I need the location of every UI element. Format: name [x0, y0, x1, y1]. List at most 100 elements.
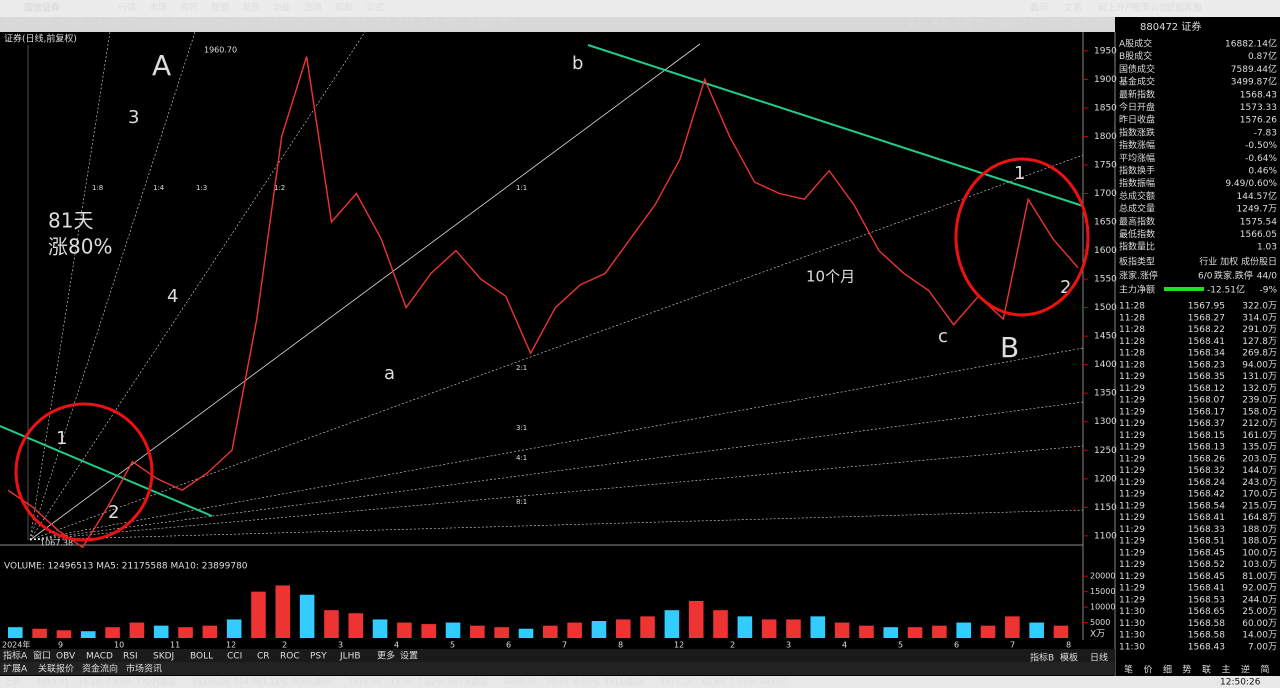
logo[interactable]: 国信证券 [24, 2, 61, 14]
detail-tab[interactable]: 势 [1183, 664, 1192, 676]
fan-label: 1:1 [516, 184, 527, 192]
indicator-tab[interactable]: OBV [56, 652, 76, 662]
period-tab[interactable]: 年线 [420, 18, 438, 30]
period-bar [0, 17, 1280, 32]
detail-tab[interactable]: 主 [1222, 664, 1231, 676]
period-tab[interactable]: 周线 [348, 18, 366, 30]
period-tab[interactable]: 分时 [4, 18, 22, 30]
indicator-tab[interactable]: SKDJ [153, 652, 174, 662]
tick-volume: 164.8万 [1242, 513, 1277, 523]
detail-tab[interactable]: 联 [1202, 665, 1211, 676]
tool-tab[interactable]: 标记 [1046, 18, 1064, 30]
indicator-tab[interactable]: ROC [280, 652, 300, 662]
period-tab[interactable]: 1分钟 [28, 18, 52, 30]
annotation: 1 [56, 428, 67, 449]
stat-value: 1568.43 [1240, 90, 1277, 100]
period-tab[interactable]: 5秒 [444, 18, 459, 30]
indicator-tab[interactable]: 窗口 [33, 650, 51, 662]
menu-item[interactable]: 发现 [242, 2, 260, 14]
menu-item[interactable]: 数据 [211, 2, 229, 14]
top-link[interactable]: 服务公告 [1132, 2, 1168, 14]
indicator-tab[interactable]: JLHB [339, 652, 361, 662]
stat-value: -7.83 [1254, 128, 1277, 138]
menu-item[interactable]: 功能 [273, 2, 291, 14]
menu-item[interactable]: 市场 [149, 2, 167, 14]
status-item: 上证 [4, 678, 20, 687]
menu-item[interactable]: 行情 [118, 2, 136, 14]
tick-time: 11:28 [1119, 313, 1145, 323]
top-link[interactable]: 网上开户 [1098, 2, 1134, 14]
tool-tab[interactable]: F10 [1023, 20, 1040, 30]
indicator-tab[interactable]: MACD [86, 652, 113, 662]
top-link[interactable]: 文易 [1064, 2, 1082, 14]
period-tab[interactable]: 15分钟 [92, 18, 121, 30]
stat-value: 7589.44亿 [1231, 63, 1277, 75]
indicator-tab[interactable]: 更多 [377, 650, 395, 662]
period-tab[interactable]: 多周期 [468, 18, 495, 30]
tick-volume: 25.00万 [1242, 607, 1277, 617]
breadth: 涨家.涨停 [1119, 270, 1158, 282]
period-tab[interactable]: 日线 [260, 18, 278, 30]
indicator-tab[interactable]: 设置 [400, 651, 418, 662]
menu-item[interactable]: 公式 [366, 2, 384, 14]
tool-tab[interactable]: 复权 [908, 18, 926, 30]
volume-bar [421, 624, 436, 638]
extend-tab[interactable]: 资金流向 [82, 663, 118, 675]
stat-value: 行业 加权 成份股日 [1199, 256, 1277, 268]
extend-tab[interactable]: 关联报价 [38, 663, 74, 675]
menu-item[interactable]: 帮助 [335, 2, 353, 14]
detail-tab[interactable]: 逆 [1241, 664, 1250, 676]
period-tab[interactable]: 30分钟 [132, 18, 161, 30]
detail-tab[interactable]: 细 [1163, 664, 1172, 676]
top-link[interactable]: 鑫网 [1030, 2, 1048, 14]
status-item: 61.64 [702, 678, 725, 687]
volume-bar [1029, 622, 1044, 638]
tool-tab[interactable]: 多股 [954, 18, 972, 30]
status-item: 1.02% [418, 678, 444, 687]
tool-tab[interactable]: 叠加 [931, 19, 949, 30]
tick-time: 11:29 [1119, 595, 1145, 605]
menu-item[interactable]: 资讯 [180, 3, 198, 14]
status-item: 创业 [628, 677, 644, 687]
extend-tab[interactable]: 扩展A [3, 663, 28, 675]
period-tab[interactable]: 季线 [396, 18, 414, 30]
tool-tab[interactable]: 返回 [1092, 18, 1110, 30]
extend-tab[interactable]: 市场资讯 [126, 663, 162, 675]
y-tick-label: 1850 [1094, 103, 1117, 113]
fan-line [29, 43, 701, 541]
period-tab[interactable]: 60分钟 [172, 18, 201, 30]
indicator-tab[interactable]: 指标A [3, 650, 28, 662]
tick-time: 11:29 [1119, 384, 1145, 394]
tool-tab[interactable]: 画线 [1000, 18, 1018, 30]
period-tab[interactable]: 月线 [372, 18, 390, 30]
period-tab[interactable]: 更多 [500, 18, 518, 30]
tick-volume: 100.0万 [1242, 548, 1277, 558]
volume-bar [737, 616, 753, 638]
period-tab[interactable]: 3日线 [316, 18, 340, 30]
period-tab[interactable]: 5分钟 [60, 18, 84, 30]
stat-label: 总成交额 [1119, 190, 1155, 202]
period-tab[interactable]: 2日线 [284, 18, 308, 30]
detail-tab[interactable]: 价 [1144, 665, 1153, 676]
menu-item[interactable]: 选项 [304, 2, 322, 14]
status-item: 4689.96 [504, 678, 537, 687]
volume-bar [226, 619, 242, 638]
stat-value: -0.64% [1245, 154, 1277, 164]
right-tab[interactable]: 日线 [1090, 652, 1108, 664]
top-link[interactable]: 智能客服 [1166, 2, 1202, 14]
tool-tab[interactable]: 统计 [977, 18, 995, 30]
tool-tab[interactable]: -自选 [1069, 18, 1090, 30]
indicator-tab[interactable]: BOLL [190, 652, 213, 662]
indicator-tab[interactable]: CCI [227, 652, 242, 662]
tick-price: 1568.24 [1188, 478, 1225, 488]
right-tab[interactable]: 指标B [1030, 652, 1054, 664]
tick-price: 1568.35 [1188, 372, 1225, 382]
period-tab[interactable]: 120分钟 [212, 18, 247, 30]
x-tick-label: 3 [786, 641, 791, 650]
indicator-tab[interactable]: RSI [123, 652, 138, 662]
detail-tab[interactable]: 简 [1261, 664, 1270, 676]
indicator-tab[interactable]: PSY [310, 652, 327, 662]
right-tab[interactable]: 模板 [1060, 652, 1078, 664]
detail-tab[interactable]: 笔 [1124, 664, 1133, 676]
indicator-tab[interactable]: CR [257, 652, 270, 662]
